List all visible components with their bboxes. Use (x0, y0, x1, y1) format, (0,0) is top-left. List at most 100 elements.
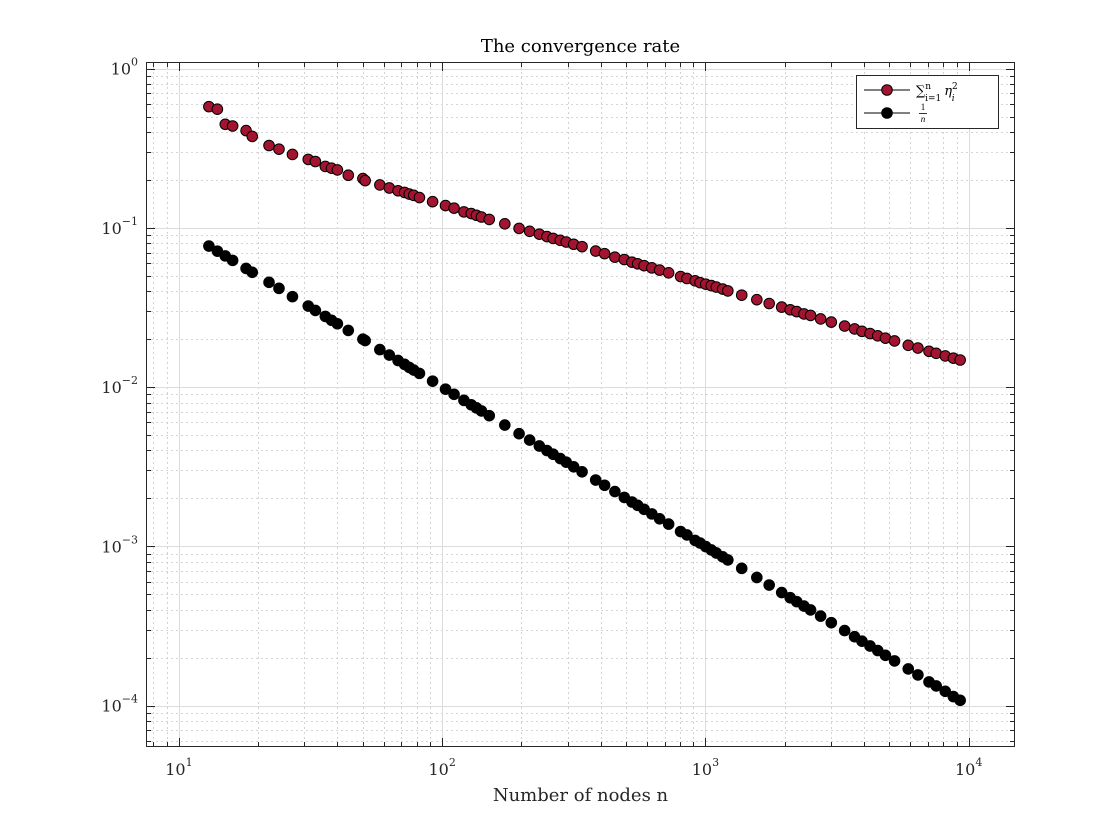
data-point (804, 309, 817, 322)
data-point (226, 120, 239, 132)
data-point (246, 266, 259, 279)
major-grid (146, 62, 1015, 747)
x-tick-labels: 101 102 103 104 (165, 756, 982, 779)
legend-sum-upper: n (925, 82, 931, 92)
y-tick-label: 10−1 (101, 215, 138, 238)
data-point (912, 669, 924, 681)
data-point (653, 513, 666, 525)
x-tick-base: 10 (428, 760, 448, 779)
series-layer (203, 100, 966, 707)
x-tick-base: 10 (692, 760, 712, 779)
data-point (359, 174, 371, 187)
data-point (598, 247, 611, 260)
plot-area (146, 62, 1015, 747)
data-point (775, 586, 788, 599)
data-point (426, 375, 439, 387)
data-point (413, 191, 426, 204)
legend-fraction-numerator: 1 (921, 102, 926, 112)
data-point (246, 130, 259, 143)
data-point (902, 663, 915, 675)
data-point (912, 342, 924, 354)
data-point (888, 655, 901, 667)
data-point (513, 222, 525, 235)
legend-fraction-denominator: n (921, 114, 926, 124)
data-point (448, 388, 460, 401)
data-point (609, 485, 621, 498)
legend-box (856, 75, 999, 129)
y-tick-base: 10 (111, 60, 131, 79)
legend: ∑n i=1 η2 i 1 n (856, 75, 999, 129)
data-point (331, 164, 344, 176)
chart-title: The convergence rate (481, 36, 680, 57)
data-point (309, 304, 322, 317)
data-point (662, 518, 675, 530)
data-point (273, 282, 285, 295)
y-tick-exponent: 0 (131, 56, 138, 69)
x-tick-label: 103 (692, 756, 719, 779)
data-point (483, 213, 496, 226)
legend-eta-power: 2 (952, 82, 958, 92)
data-point (286, 290, 299, 303)
data-point (374, 343, 386, 356)
data-point (954, 354, 966, 366)
y-tick-base: 10 (101, 697, 121, 716)
y-tick-base: 10 (101, 378, 121, 397)
data-point (814, 610, 827, 622)
data-point (930, 680, 943, 692)
legend-label-series-1: ∑n i=1 η2 i (916, 82, 958, 104)
data-point (448, 202, 460, 214)
data-point (804, 604, 817, 616)
legend-eta-index: i (952, 94, 955, 104)
data-point (735, 562, 748, 575)
data-point (662, 267, 675, 279)
data-point (814, 313, 827, 325)
y-tick-label: 100 (111, 56, 138, 79)
data-point (681, 529, 693, 541)
tick-marks (146, 62, 1015, 747)
data-point (203, 240, 215, 252)
data-point (523, 225, 536, 238)
x-tick-label: 102 (428, 756, 455, 779)
data-point (902, 339, 915, 352)
data-point (576, 465, 588, 478)
data-point (722, 554, 734, 566)
y-tick-exponent: −2 (122, 374, 138, 387)
data-point (888, 335, 901, 347)
y-tick-exponent: −3 (122, 533, 138, 546)
data-point (439, 383, 452, 395)
data-point (483, 409, 496, 422)
x-tick-exponent: 1 (186, 756, 193, 769)
data-point (763, 579, 775, 591)
data-point (954, 694, 966, 707)
data-point (226, 254, 239, 267)
data-point (359, 334, 371, 347)
data-point (751, 571, 763, 584)
x-tick-base: 10 (955, 760, 975, 779)
data-point (309, 155, 322, 168)
legend-sum-symbol: ∑ (916, 84, 926, 99)
data-point (513, 427, 525, 440)
legend-eta: η (944, 84, 952, 99)
series-1 (203, 100, 966, 366)
data-point (576, 240, 588, 253)
x-tick-label: 104 (955, 756, 982, 779)
data-point (838, 624, 851, 637)
data-point (825, 316, 838, 328)
data-point (523, 434, 536, 446)
x-tick-exponent: 3 (712, 756, 719, 769)
data-point (273, 143, 285, 155)
data-point (598, 479, 611, 492)
y-tick-base: 10 (101, 219, 121, 238)
data-point (342, 169, 355, 182)
y-tick-base: 10 (101, 537, 121, 556)
data-point (286, 148, 299, 161)
data-point (751, 293, 763, 306)
y-tick-label: 10−2 (101, 374, 138, 397)
data-point (609, 251, 621, 263)
data-point (342, 324, 355, 337)
data-point (263, 276, 275, 289)
axes-box (146, 62, 1015, 747)
data-point (426, 195, 439, 208)
data-point (838, 320, 851, 332)
